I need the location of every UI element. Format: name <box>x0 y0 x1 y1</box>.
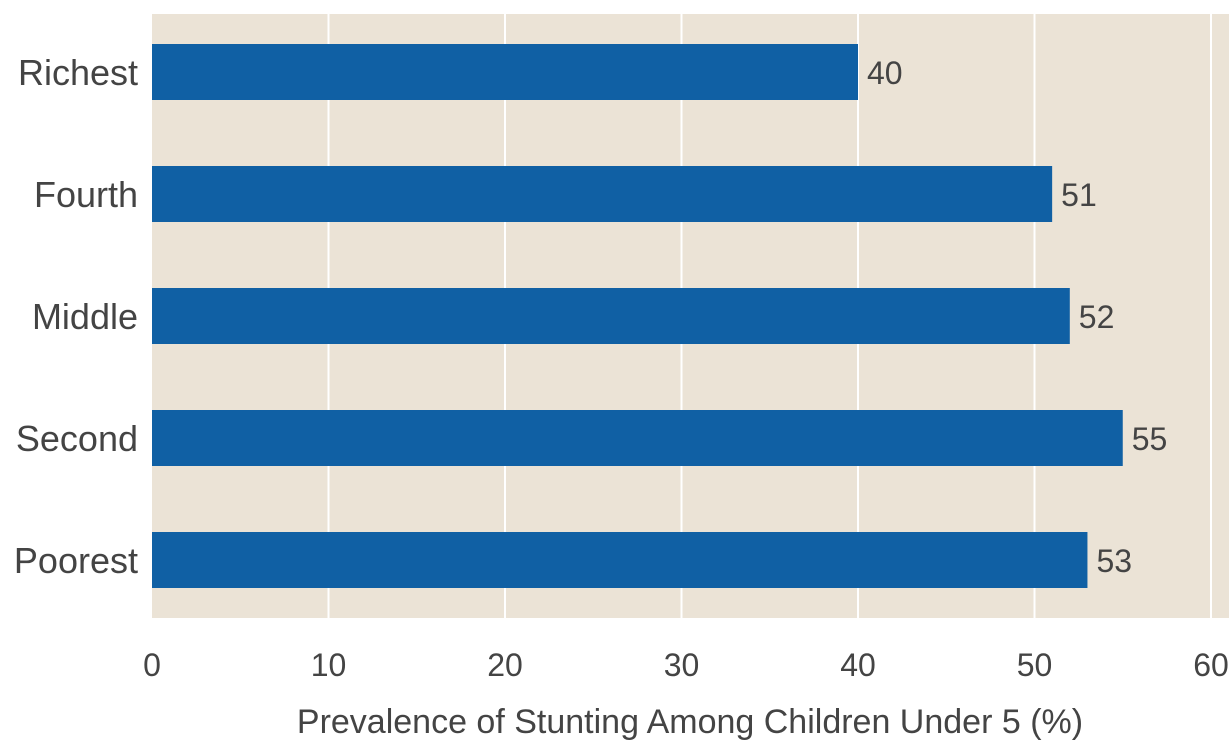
value-label: 40 <box>867 55 903 91</box>
x-tick-label: 10 <box>311 647 347 683</box>
x-tick-label: 20 <box>487 647 523 683</box>
value-label: 53 <box>1096 543 1132 579</box>
category-label: Poorest <box>14 540 138 581</box>
x-tick-labels: 0 10 20 30 40 50 60 <box>143 647 1229 683</box>
bar-second <box>152 410 1123 466</box>
value-label: 55 <box>1132 421 1168 457</box>
x-tick-label: 0 <box>143 647 161 683</box>
category-labels: Richest Fourth Middle Second Poorest <box>14 52 138 581</box>
bar-fourth <box>152 166 1053 222</box>
x-tick-label: 60 <box>1193 647 1229 683</box>
category-label: Fourth <box>34 174 138 215</box>
value-labels: 40 51 52 55 53 <box>867 55 1167 579</box>
value-label: 52 <box>1079 299 1115 335</box>
x-tick-label: 30 <box>664 647 700 683</box>
category-label: Middle <box>32 296 138 337</box>
value-label: 51 <box>1061 177 1097 213</box>
x-axis-label: Prevalence of Stunting Among Children Un… <box>297 703 1083 741</box>
category-label: Second <box>16 418 138 459</box>
category-label: Richest <box>18 52 138 93</box>
x-tick-label: 40 <box>840 647 876 683</box>
bars-group <box>152 44 1123 588</box>
bar-richest <box>152 44 858 100</box>
x-tick-label: 50 <box>1017 647 1053 683</box>
bar-middle <box>152 288 1070 344</box>
bar-poorest <box>152 532 1088 588</box>
